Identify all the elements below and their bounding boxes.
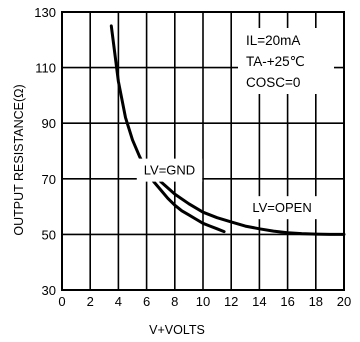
x-tick-label: 6 [143, 294, 150, 309]
x-tick-label: 0 [58, 294, 65, 309]
lv-gnd-label: LV=GND [144, 163, 195, 178]
x-tick-label: 18 [309, 294, 323, 309]
x-tick-label: 20 [337, 294, 351, 309]
x-tick-label: 16 [280, 294, 294, 309]
tick-labels: 0 2 4 6 8 10 12 14 16 18 20 30 50 70 90 110 130 [34, 5, 351, 309]
x-tick-label: 14 [252, 294, 266, 309]
condition-oscillator-cap: COSC=0 [246, 75, 300, 90]
lv-gnd-curve [109, 24, 226, 234]
y-tick-label: 30 [42, 283, 56, 298]
series-curves [109, 24, 346, 236]
x-tick-label: 8 [171, 294, 178, 309]
lv-open-label-background [245, 196, 319, 220]
x-axis-label: V+VOLTS [149, 323, 205, 337]
condition-load-current: IL=20mA [246, 33, 300, 48]
x-tick-label: 2 [87, 294, 94, 309]
y-tick-label: 90 [42, 116, 56, 131]
y-axis-label: OUTPUT RESISTANCE(Ω) [12, 84, 26, 235]
y-tick-label: 110 [35, 61, 56, 76]
x-tick-label: 10 [196, 294, 210, 309]
y-tick-label: 50 [42, 227, 56, 242]
lv-open-label: LV=OPEN [252, 200, 311, 215]
lv-gnd-label-background [136, 158, 203, 182]
condition-temperature: TA-+25℃ [246, 54, 305, 69]
y-tick-label: 70 [42, 172, 56, 187]
conditions-box [238, 28, 334, 94]
y-tick-label: 130 [34, 5, 56, 20]
plot-frame [61, 11, 345, 291]
lv-open-curve [159, 180, 346, 236]
x-tick-label: 12 [224, 294, 238, 309]
x-tick-label: 4 [115, 294, 122, 309]
